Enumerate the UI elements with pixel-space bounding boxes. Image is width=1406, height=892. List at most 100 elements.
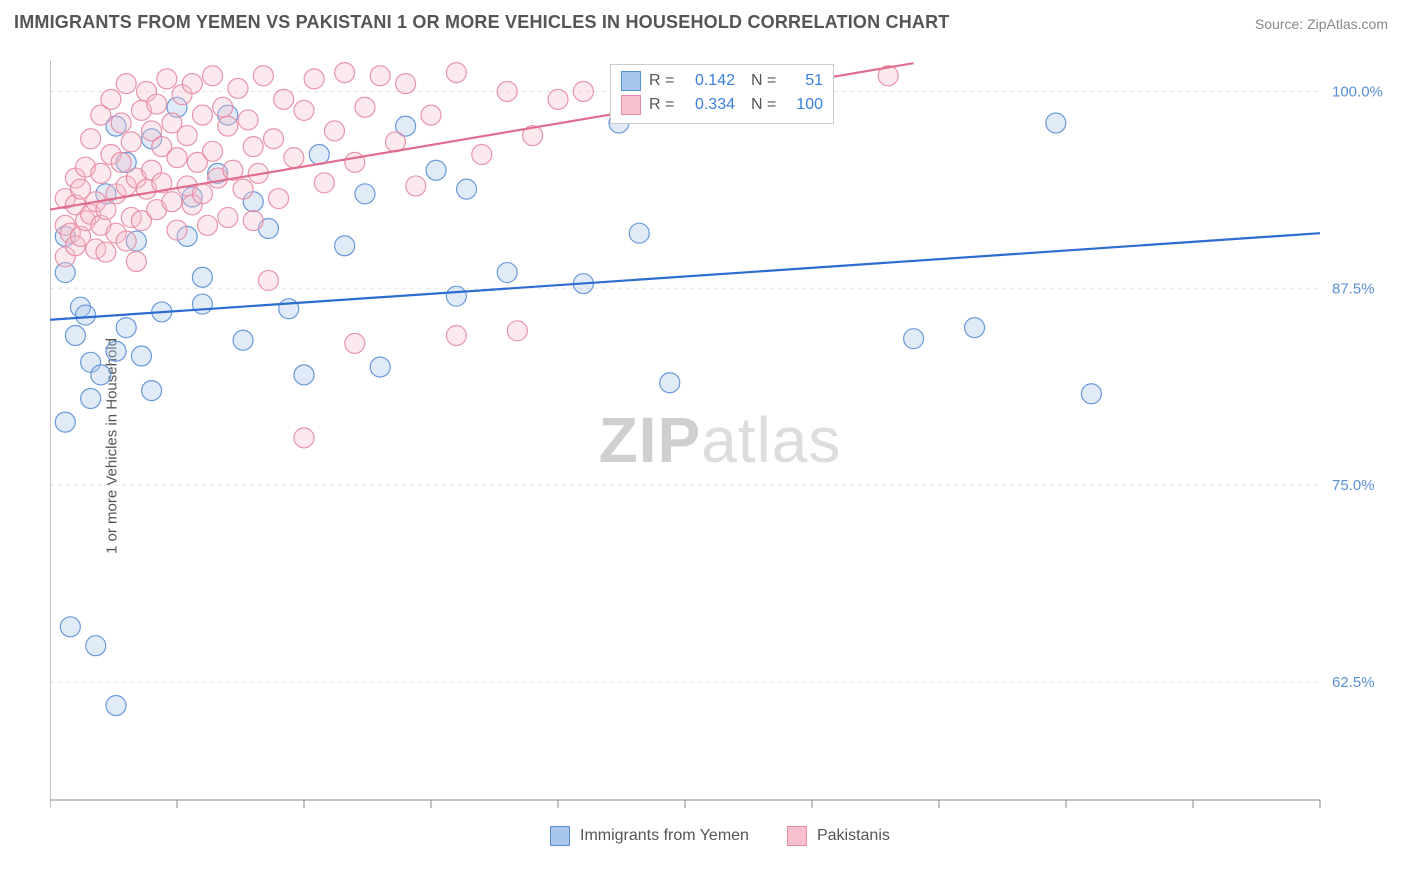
swatch-icon <box>621 95 641 115</box>
data-point <box>218 116 238 136</box>
data-point <box>269 189 289 209</box>
data-point <box>116 231 136 251</box>
data-point <box>573 81 593 101</box>
data-point <box>355 184 375 204</box>
data-point <box>258 270 278 290</box>
data-point <box>142 381 162 401</box>
legend-label: Pakistanis <box>817 827 890 845</box>
trend-line <box>50 233 1320 320</box>
swatch-icon <box>787 826 807 846</box>
stats-row: R =0.142N =51 <box>621 69 823 93</box>
data-point <box>243 137 263 157</box>
stats-row: R =0.334N =100 <box>621 93 823 117</box>
data-point <box>629 223 649 243</box>
svg-text:75.0%: 75.0% <box>1332 477 1375 494</box>
data-point <box>197 215 217 235</box>
data-point <box>192 267 212 287</box>
data-point <box>345 333 365 353</box>
data-point <box>65 326 85 346</box>
data-point <box>497 263 517 283</box>
data-point <box>96 242 116 262</box>
data-point <box>106 341 126 361</box>
data-point <box>91 365 111 385</box>
data-point <box>81 389 101 409</box>
data-point <box>60 617 80 637</box>
data-point <box>421 105 441 125</box>
data-point <box>324 121 344 141</box>
data-point <box>446 326 466 346</box>
data-point <box>294 365 314 385</box>
data-point <box>355 97 375 117</box>
data-point <box>426 160 446 180</box>
svg-text:62.5%: 62.5% <box>1332 674 1375 691</box>
data-point <box>177 126 197 146</box>
data-point <box>335 63 355 83</box>
data-point <box>370 66 390 86</box>
data-point <box>192 105 212 125</box>
data-point <box>157 69 177 89</box>
swatch-icon <box>621 71 641 91</box>
r-label: R = <box>649 93 677 117</box>
data-point <box>304 69 324 89</box>
data-point <box>660 373 680 393</box>
data-point <box>192 184 212 204</box>
data-point <box>233 330 253 350</box>
data-point <box>472 144 492 164</box>
data-point <box>111 152 131 172</box>
scatter-plot: 62.5%75.0%87.5%100.0%0.0%25.0% ZIPatlas … <box>50 60 1390 820</box>
data-point <box>1081 384 1101 404</box>
legend-item: Immigrants from Yemen <box>550 826 749 846</box>
data-point <box>203 141 223 161</box>
n-value: 100 <box>787 93 823 117</box>
data-point <box>238 110 258 130</box>
source-link[interactable]: ZipAtlas.com <box>1307 16 1388 32</box>
data-point <box>309 144 329 164</box>
data-point <box>253 66 273 86</box>
r-value: 0.334 <box>685 93 735 117</box>
data-point <box>167 148 187 168</box>
data-point <box>86 636 106 656</box>
data-point <box>264 129 284 149</box>
svg-text:87.5%: 87.5% <box>1332 280 1375 297</box>
data-point <box>1046 113 1066 133</box>
data-point <box>548 89 568 109</box>
data-point <box>233 179 253 199</box>
data-point <box>162 192 182 212</box>
data-point <box>182 74 202 94</box>
data-point <box>147 94 167 114</box>
data-point <box>81 129 101 149</box>
data-point <box>111 113 131 133</box>
data-point <box>396 74 416 94</box>
data-point <box>91 163 111 183</box>
data-point <box>116 74 136 94</box>
chart-svg: 62.5%75.0%87.5%100.0%0.0%25.0% <box>50 60 1390 820</box>
data-point <box>203 66 223 86</box>
source-prefix: Source: <box>1255 16 1307 32</box>
n-label: N = <box>751 69 779 93</box>
data-point <box>370 357 390 377</box>
data-point <box>345 152 365 172</box>
data-point <box>406 176 426 196</box>
data-point <box>167 220 187 240</box>
data-point <box>279 299 299 319</box>
stats-legend-box: R =0.142N =51R =0.334N =100 <box>610 64 834 124</box>
chart-title: IMMIGRANTS FROM YEMEN VS PAKISTANI 1 OR … <box>14 12 950 33</box>
data-point <box>126 252 146 272</box>
data-point <box>243 211 263 231</box>
data-point <box>294 100 314 120</box>
n-value: 51 <box>787 69 823 93</box>
source-label: Source: ZipAtlas.com <box>1255 16 1388 32</box>
swatch-icon <box>550 826 570 846</box>
data-point <box>457 179 477 199</box>
data-point <box>965 318 985 338</box>
data-point <box>904 329 924 349</box>
data-point <box>76 305 96 325</box>
data-point <box>116 318 136 338</box>
r-label: R = <box>649 69 677 93</box>
data-point <box>121 132 141 152</box>
series-legend: Immigrants from Yemen Pakistanis <box>550 826 890 846</box>
data-point <box>497 81 517 101</box>
data-point <box>314 173 334 193</box>
data-point <box>274 89 294 109</box>
data-point <box>446 286 466 306</box>
